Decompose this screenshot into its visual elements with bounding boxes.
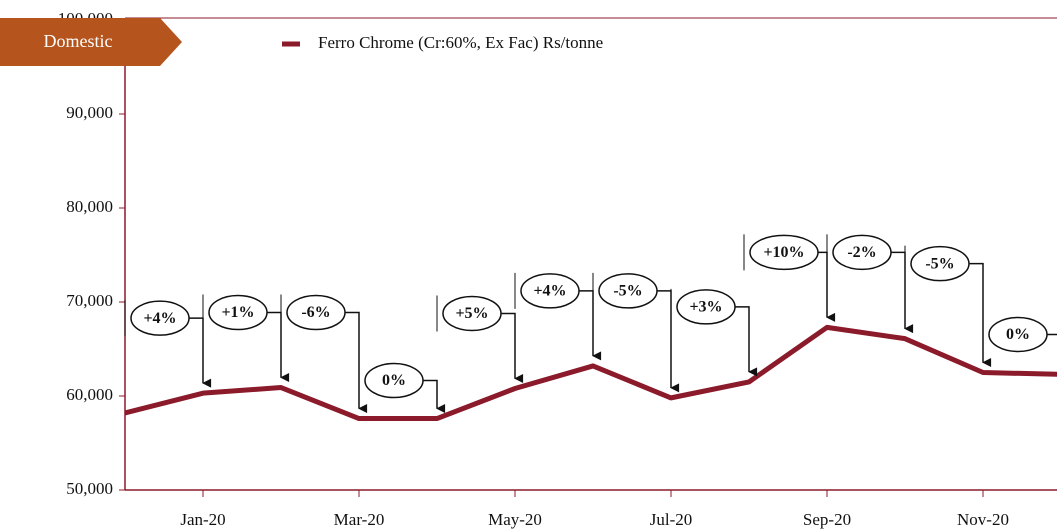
y-tick-label: 60,000	[66, 385, 113, 404]
series-line	[124, 324, 1057, 422]
change-bubble	[520, 273, 580, 309]
change-bubble	[676, 289, 736, 325]
x-tick-label: Jan-20	[180, 510, 225, 529]
bracket	[263, 311, 290, 383]
x-tick-label: Mar-20	[334, 510, 385, 529]
change-label: -5%	[613, 283, 642, 300]
change-bubble	[749, 234, 819, 271]
bracket	[887, 251, 914, 334]
bracket	[575, 290, 602, 361]
change-bubble	[364, 362, 424, 399]
legend-label: Ferro Chrome (Cr:60%, Ex Fac) Rs/tonne	[318, 33, 603, 52]
change-bubble	[442, 295, 502, 332]
change-label: +5%	[455, 305, 488, 322]
bracket	[419, 379, 446, 414]
bracket	[497, 312, 524, 383]
bracket	[1043, 333, 1057, 336]
change-label: 0%	[1006, 326, 1030, 343]
change-label: +1%	[221, 304, 254, 321]
change-label: +3%	[689, 299, 722, 316]
change-bubble	[598, 273, 658, 309]
change-bubble	[910, 245, 970, 282]
change-bubble	[832, 234, 892, 271]
x-tick-label: Nov-20	[957, 510, 1009, 529]
x-tick-label: Sep-20	[803, 510, 851, 529]
change-label: +4%	[143, 310, 176, 327]
bracket	[653, 290, 680, 393]
y-tick-label: 90,000	[66, 103, 113, 122]
bracket	[814, 251, 836, 322]
change-label: +10%	[763, 244, 804, 261]
change-bubble	[988, 316, 1048, 353]
bracket	[341, 311, 368, 414]
change-label: -5%	[925, 255, 954, 272]
y-tick-label: 50,000	[66, 479, 113, 498]
bracket	[965, 262, 992, 367]
x-tick-label: May-20	[488, 510, 542, 529]
y-tick-label: 80,000	[66, 197, 113, 216]
tag-shape	[0, 18, 182, 66]
change-label: -2%	[847, 244, 876, 261]
change-bubble	[130, 300, 190, 336]
x-tick-label: Jul-20	[650, 510, 693, 529]
change-bubble	[208, 294, 268, 331]
plot: 50,00060,00070,00080,00090,000100,000Jan…	[0, 9, 1057, 529]
change-bubble	[286, 294, 346, 331]
tag-label: Domestic	[44, 31, 113, 51]
change-label: 0%	[382, 372, 406, 389]
bracket	[731, 306, 758, 377]
change-label: +4%	[533, 283, 566, 300]
bracket	[185, 317, 212, 388]
y-tick-label: 70,000	[66, 291, 113, 310]
change-label: -6%	[301, 304, 330, 321]
